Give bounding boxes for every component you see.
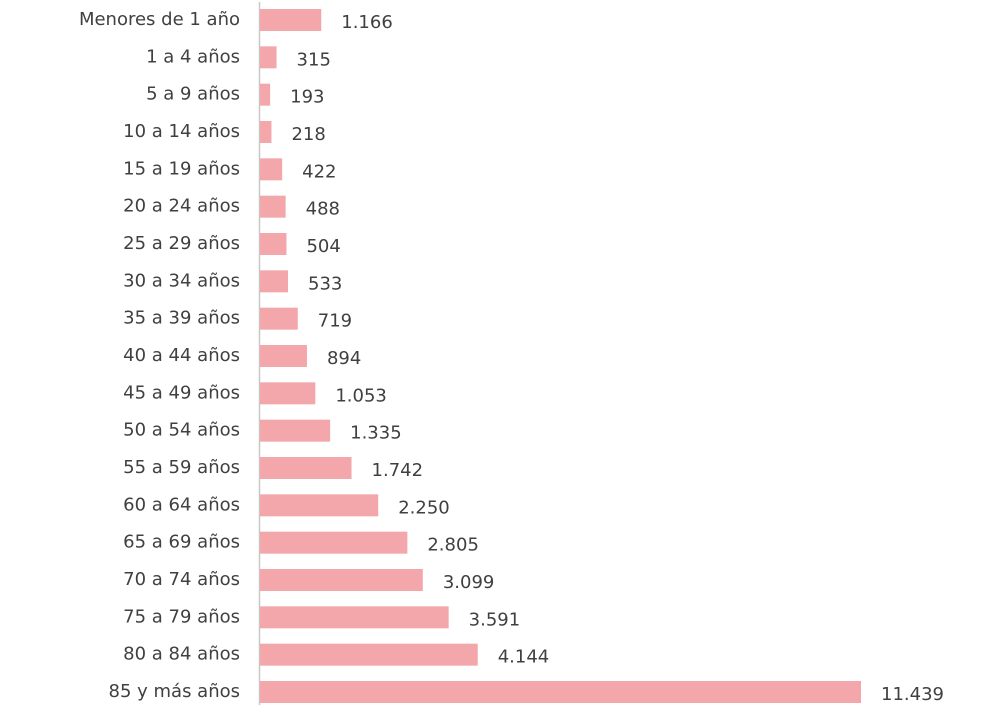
data-label: 1.335 (350, 423, 402, 444)
category-label: 25 a 29 años (123, 233, 240, 254)
category-label: 85 y más años (109, 681, 241, 702)
bar (260, 382, 316, 405)
data-label: 218 (291, 124, 325, 145)
data-label: 2.805 (427, 535, 479, 556)
category-label: 40 a 44 años (123, 345, 240, 366)
bar (260, 121, 272, 143)
data-label: 3.591 (469, 609, 521, 630)
category-label: 30 a 34 años (123, 270, 240, 291)
bar (260, 307, 298, 330)
bar (260, 46, 277, 69)
bar (260, 457, 352, 479)
category-label: 50 a 54 años (123, 420, 240, 441)
category-label: 10 a 14 años (123, 121, 240, 142)
data-label: 1.166 (341, 12, 393, 33)
bar (260, 681, 861, 703)
data-label: 488 (306, 199, 340, 220)
bar (260, 345, 307, 367)
category-label: 75 a 79 años (123, 606, 240, 627)
data-label: 1.742 (372, 460, 424, 481)
bar (260, 9, 322, 31)
data-label: 315 (297, 49, 331, 70)
bar (260, 83, 271, 106)
bar (260, 158, 283, 181)
bar (260, 233, 287, 255)
category-label: 35 a 39 años (123, 308, 240, 329)
data-label: 719 (318, 311, 352, 332)
category-label: Menores de 1 año (79, 9, 240, 30)
data-label: 193 (290, 87, 324, 108)
data-label: 11.439 (881, 684, 944, 705)
data-label: 894 (327, 348, 361, 369)
category-label: 15 a 19 años (123, 158, 240, 179)
data-label: 4.144 (498, 647, 550, 668)
bar (260, 419, 331, 442)
bar (260, 195, 286, 218)
bar (260, 643, 478, 666)
data-label: 504 (306, 236, 340, 257)
category-label: 65 a 69 años (123, 532, 240, 553)
bar (260, 606, 449, 629)
data-label: 2.250 (398, 497, 450, 518)
data-label: 533 (308, 273, 342, 294)
category-label: 70 a 74 años (123, 569, 240, 590)
category-label: 45 a 49 años (123, 382, 240, 403)
bar (260, 569, 423, 591)
data-label: 422 (302, 161, 336, 182)
category-label: 1 a 4 años (146, 46, 240, 67)
data-label: 3.099 (443, 572, 495, 593)
category-label: 55 a 59 años (123, 457, 240, 478)
category-label: 20 a 24 años (123, 196, 240, 217)
category-label: 5 a 9 años (146, 84, 240, 105)
category-label: 80 a 84 años (123, 644, 240, 665)
bar (260, 494, 379, 517)
data-label: 1.053 (335, 385, 387, 406)
bar (260, 531, 408, 554)
category-label: 60 a 64 años (123, 494, 240, 515)
bar (260, 270, 289, 293)
